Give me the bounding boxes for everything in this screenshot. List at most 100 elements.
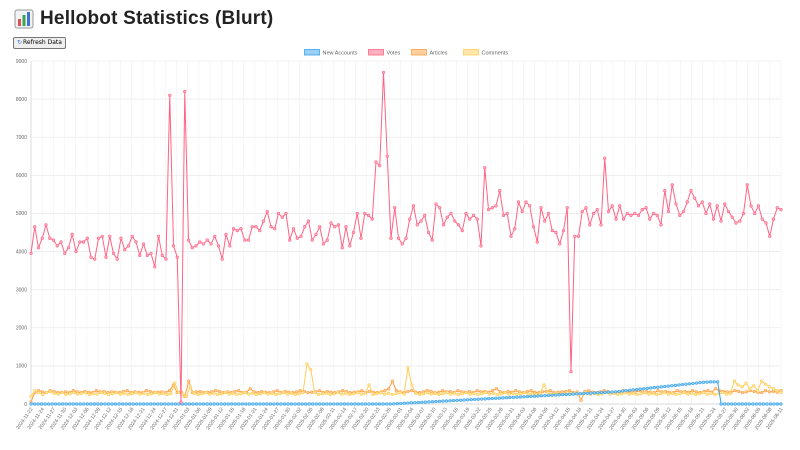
legend-item-comments[interactable]: Comments — [463, 49, 509, 57]
data-point — [360, 402, 364, 406]
data-point — [501, 396, 505, 400]
data-point — [617, 389, 621, 394]
data-point — [408, 217, 412, 221]
data-point — [310, 238, 314, 242]
legend-item-new-accounts[interactable]: New Accounts — [304, 49, 358, 57]
data-point — [767, 390, 772, 394]
chart-legend[interactable]: New Accounts Votes Articles Comments — [304, 49, 509, 57]
data-point — [99, 390, 103, 395]
data-point — [603, 390, 607, 394]
chart-grid — [30, 60, 782, 405]
data-point — [363, 391, 367, 395]
legend-item-votes[interactable]: Votes — [368, 49, 401, 57]
data-point — [763, 382, 768, 386]
data-point — [318, 225, 322, 229]
data-point — [186, 238, 191, 242]
data-point — [554, 393, 558, 397]
data-point — [318, 402, 322, 406]
data-point — [490, 389, 495, 393]
data-point — [64, 390, 68, 394]
data-point — [624, 389, 628, 393]
data-point — [761, 402, 765, 406]
data-point — [738, 219, 742, 223]
data-point — [437, 392, 441, 397]
data-point — [452, 391, 457, 395]
legend-item-articles[interactable]: Articles — [411, 49, 448, 57]
data-point — [223, 402, 227, 406]
data-point — [340, 246, 344, 250]
data-point — [456, 392, 461, 397]
data-point — [274, 392, 278, 397]
data-point — [275, 402, 280, 406]
data-point — [298, 389, 302, 393]
data-point — [701, 390, 705, 395]
data-point — [548, 389, 552, 393]
bar-chart-icon — [14, 9, 34, 29]
data-point — [214, 389, 218, 393]
data-point — [71, 402, 75, 406]
data-point — [303, 225, 307, 229]
data-point — [690, 389, 695, 393]
data-point — [385, 402, 389, 406]
data-point — [344, 391, 348, 395]
data-point — [127, 402, 132, 406]
data-point — [592, 391, 596, 395]
data-point — [530, 391, 534, 395]
data-point — [507, 392, 511, 396]
data-point — [212, 402, 216, 406]
data-point — [134, 390, 138, 395]
data-point — [636, 213, 641, 217]
data-point — [721, 390, 725, 395]
data-point — [515, 392, 519, 397]
data-point — [473, 397, 477, 402]
data-point — [716, 380, 720, 384]
data-point — [741, 211, 746, 216]
data-point — [662, 390, 667, 395]
data-point — [484, 390, 488, 395]
data-point — [698, 381, 702, 385]
data-point — [349, 402, 354, 406]
data-point — [480, 397, 484, 401]
data-point — [184, 394, 189, 398]
data-point — [99, 402, 104, 406]
data-point — [426, 230, 431, 235]
data-point — [209, 242, 213, 246]
data-point — [325, 238, 329, 242]
data-point — [678, 392, 682, 396]
data-point — [666, 209, 671, 214]
data-point — [309, 368, 313, 372]
data-point — [250, 391, 255, 395]
data-point — [291, 227, 296, 231]
data-point — [736, 383, 740, 387]
data-point — [402, 392, 406, 396]
data-point — [394, 389, 398, 393]
data-point — [126, 244, 131, 248]
data-point — [92, 402, 96, 406]
data-point — [529, 394, 533, 398]
data-point — [66, 246, 71, 250]
data-point — [336, 390, 340, 395]
data-point — [328, 402, 332, 406]
data-point — [355, 390, 360, 395]
data-point — [44, 390, 49, 395]
refresh-data-button[interactable]: ↻ Refresh Data — [13, 37, 66, 49]
data-point — [748, 387, 752, 391]
data-point — [212, 391, 216, 395]
data-point — [159, 402, 163, 406]
data-point — [100, 234, 104, 238]
legend-swatch — [304, 49, 320, 56]
data-point — [85, 236, 89, 240]
data-point — [694, 390, 698, 394]
data-point — [441, 399, 445, 403]
data-point — [239, 392, 243, 396]
data-point — [655, 392, 659, 397]
data-point — [713, 392, 717, 397]
data-point — [192, 391, 196, 395]
data-point — [565, 206, 569, 210]
data-point — [324, 391, 328, 395]
data-point — [627, 392, 632, 396]
data-point — [39, 402, 44, 406]
data-point — [306, 219, 311, 223]
data-point — [767, 385, 771, 389]
data-point — [111, 251, 116, 256]
